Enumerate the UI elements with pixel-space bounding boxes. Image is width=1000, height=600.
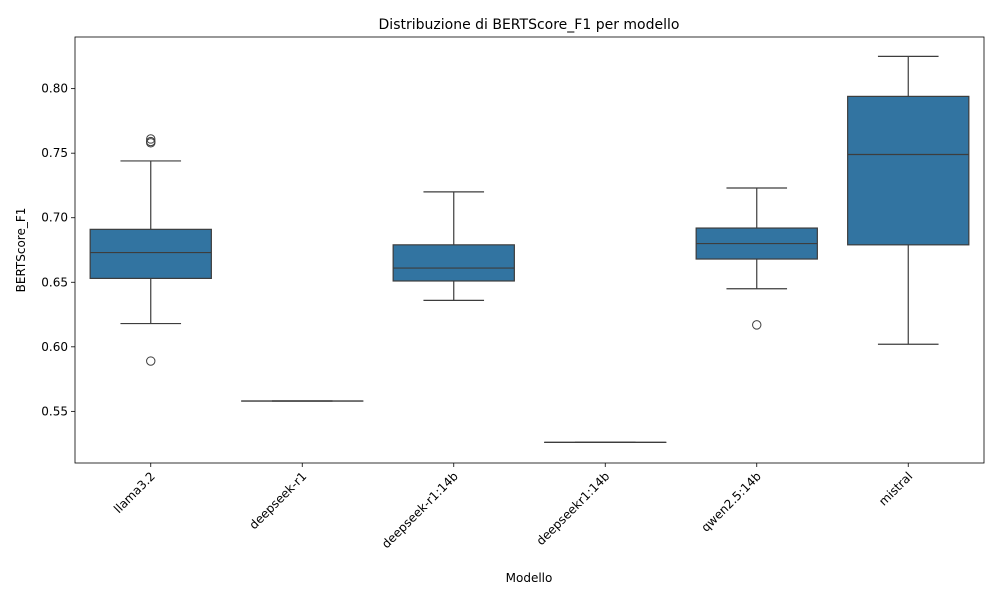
plot-area xyxy=(89,55,970,443)
y-tick-label: 0.60 xyxy=(41,340,68,354)
plot-frame xyxy=(74,36,985,464)
box-group-4 xyxy=(695,187,818,330)
box-group-5 xyxy=(847,55,970,345)
iqr-box xyxy=(89,228,212,280)
chart-title: Distribuzione di BERTScore_F1 per modell… xyxy=(379,17,680,33)
y-axis-title: BERTScore_F1 xyxy=(14,208,28,293)
outlier-point xyxy=(752,320,762,330)
iqr-box xyxy=(392,244,515,282)
outlier-point xyxy=(146,356,156,366)
x-axis-title: Modello xyxy=(506,571,553,585)
box-group-0 xyxy=(89,134,212,366)
y-tick-label: 0.55 xyxy=(41,404,68,418)
outlier-point xyxy=(146,138,156,148)
outlier-point xyxy=(146,134,156,144)
y-tick-label: 0.70 xyxy=(41,211,68,225)
box-group-2 xyxy=(392,191,515,301)
y-tick-label: 0.65 xyxy=(41,275,68,289)
y-tick-label: 0.80 xyxy=(41,82,68,96)
iqr-box xyxy=(847,95,970,246)
y-tick-label: 0.75 xyxy=(41,146,68,160)
